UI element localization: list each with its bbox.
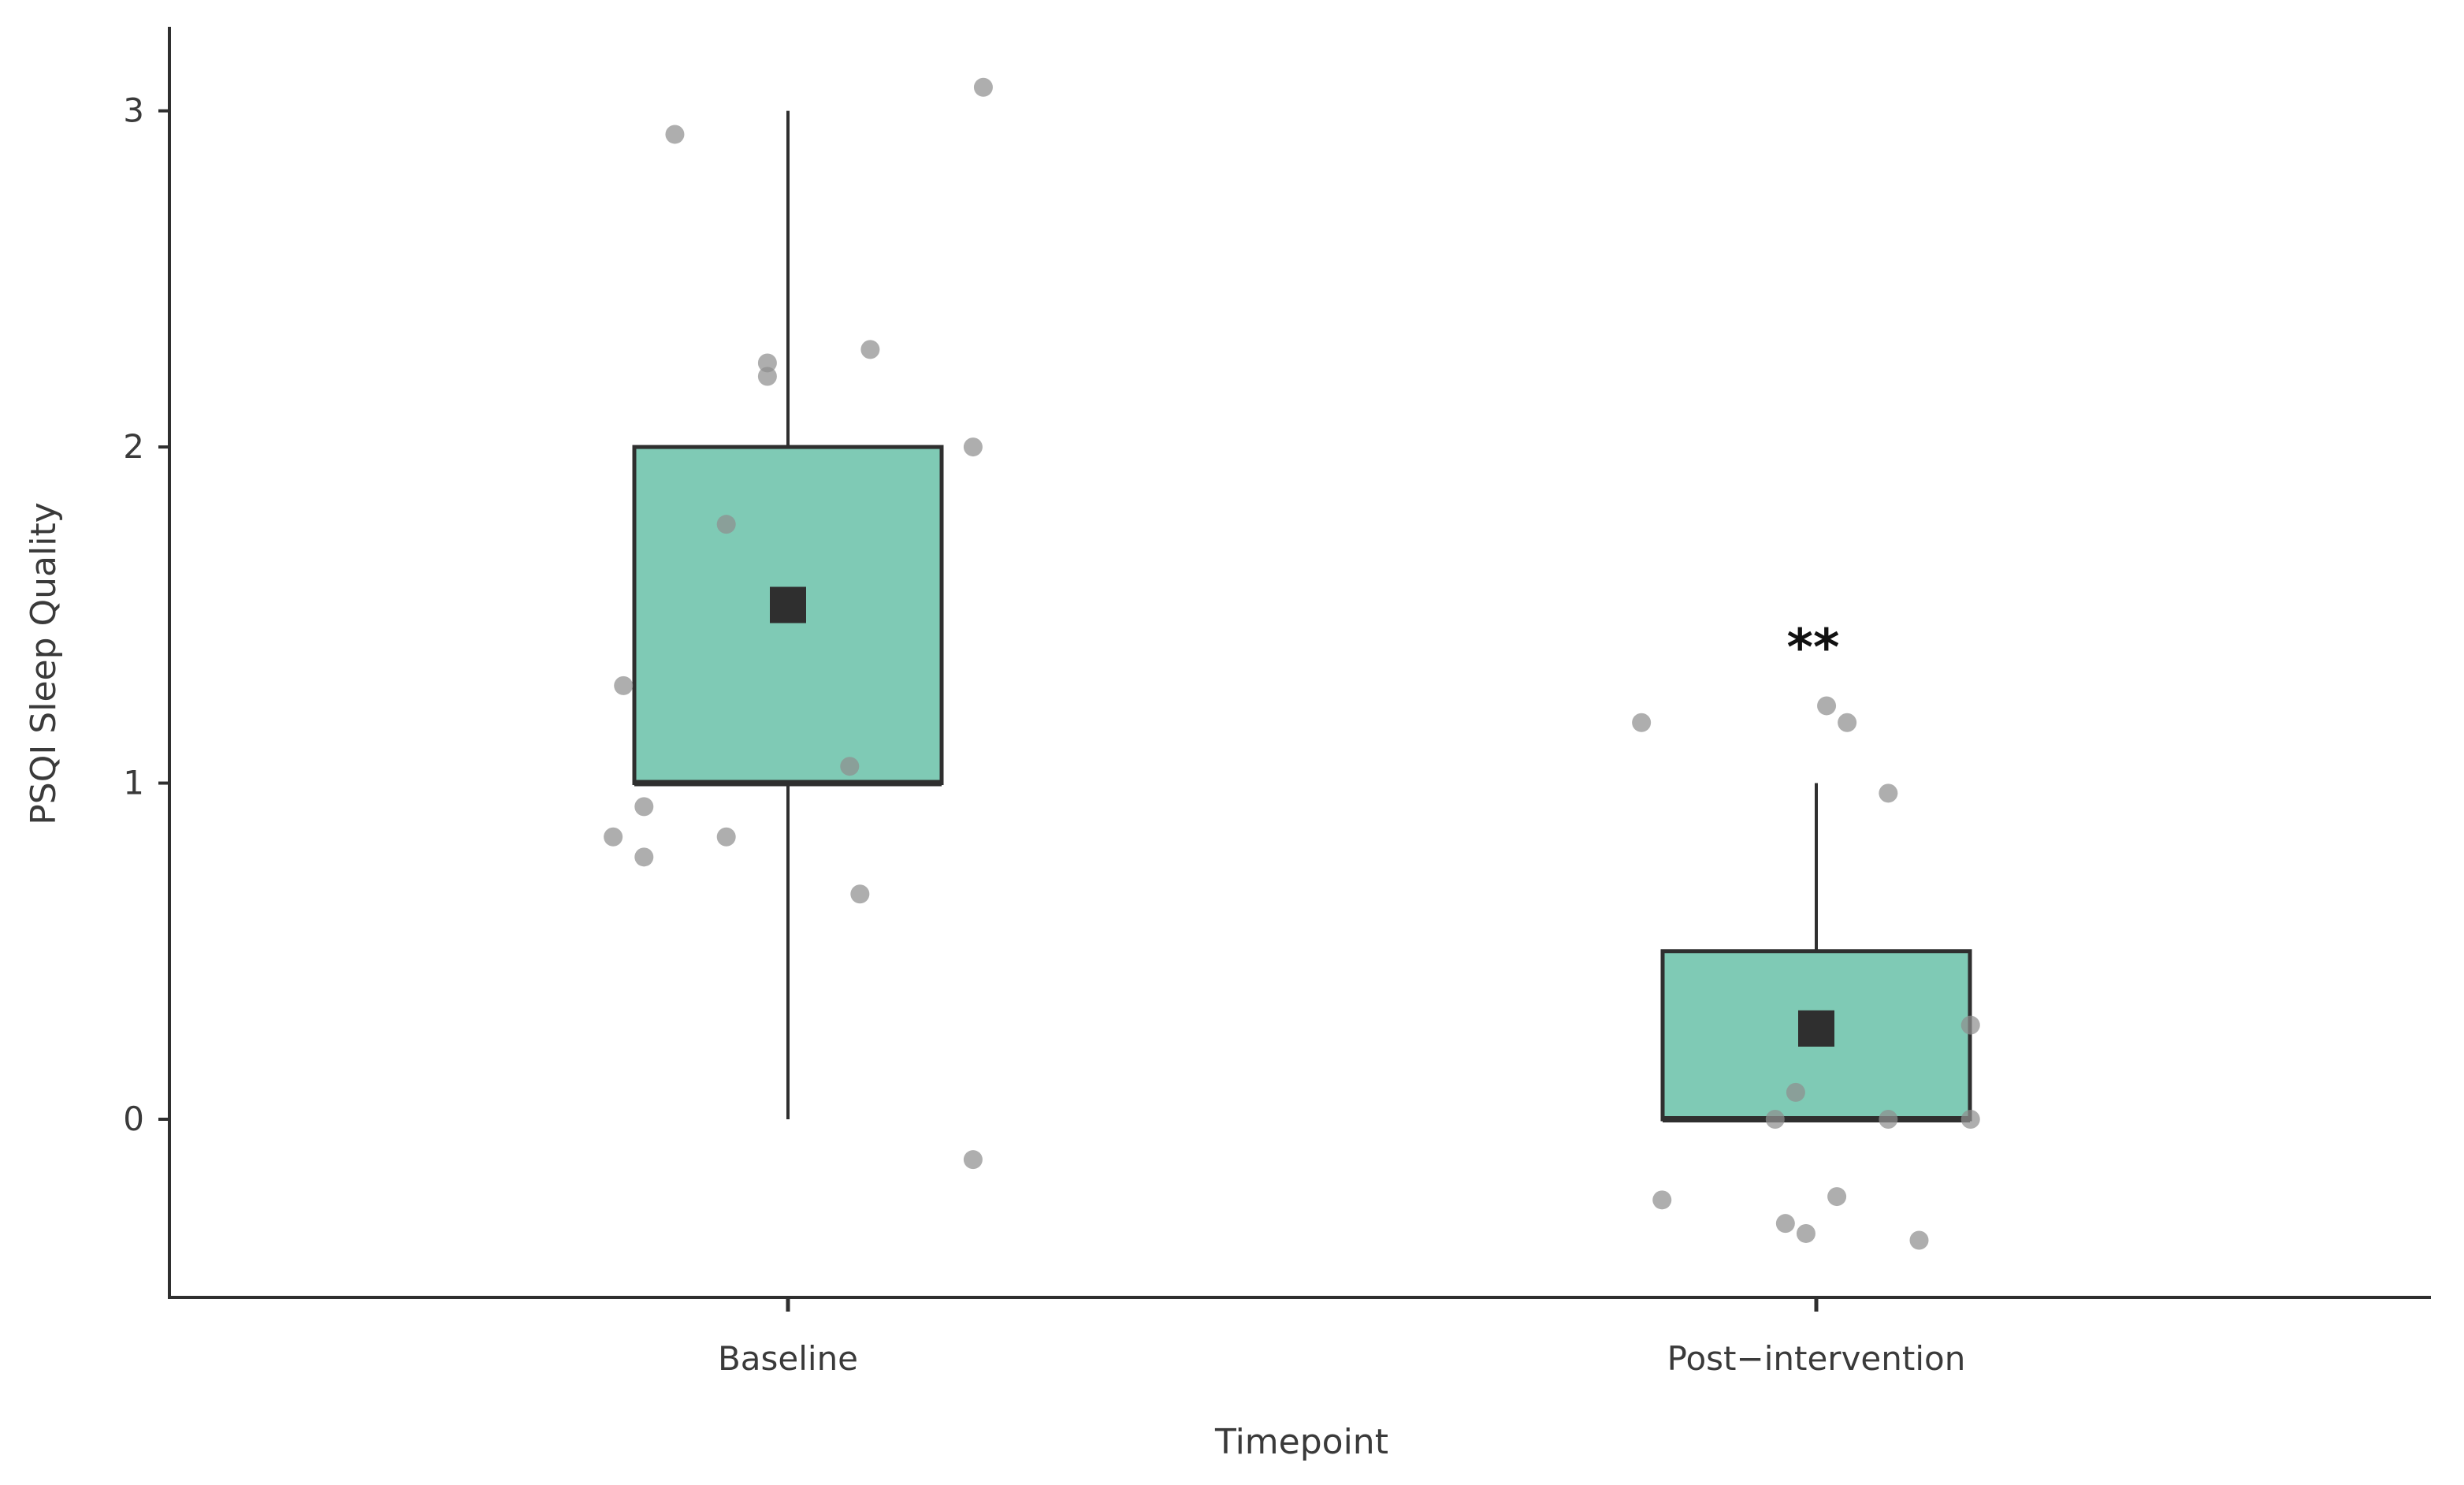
data-point: [850, 884, 870, 904]
data-point: [1838, 713, 1857, 732]
x-tick-label: Baseline: [718, 1339, 858, 1378]
data-point: [963, 437, 983, 457]
x-axis-title: Timepoint: [1214, 1422, 1388, 1462]
data-point: [1786, 1082, 1805, 1102]
data-point: [1632, 713, 1652, 732]
data-point: [1960, 1109, 1980, 1129]
mean-marker: [770, 586, 806, 623]
mean-marker: [1798, 1010, 1834, 1047]
y-axis-title: PSQI Sleep Quality: [24, 502, 64, 825]
data-point: [1817, 696, 1837, 716]
data-point: [1775, 1214, 1795, 1234]
data-point: [1827, 1187, 1847, 1207]
y-tick-label: 1: [123, 764, 144, 802]
data-point: [1909, 1230, 1929, 1250]
data-point: [634, 847, 654, 867]
axes-layer: [168, 27, 2431, 1299]
data-point: [1960, 1015, 1980, 1035]
data-point: [757, 367, 777, 386]
significance-label: **: [1787, 620, 1840, 678]
data-point: [1765, 1109, 1785, 1129]
y-tick-label: 2: [123, 427, 144, 466]
y-tick-label: 0: [123, 1100, 144, 1138]
boxes-layer: [632, 110, 1972, 1122]
data-point: [1652, 1190, 1672, 1210]
y-tick-label: 3: [123, 91, 144, 130]
data-point: [716, 827, 736, 847]
y-ticks: 0 1 2 3: [123, 91, 169, 1138]
data-point: [604, 827, 623, 847]
data-point: [614, 676, 634, 695]
data-point: [757, 353, 777, 373]
data-point: [840, 757, 860, 776]
x-tick-label: Post−intervention: [1667, 1339, 1966, 1378]
data-point: [634, 797, 654, 817]
data-point: [963, 1150, 983, 1170]
annotations-layer: **: [1787, 620, 1840, 678]
means-layer: [770, 586, 1834, 1047]
x-ticks: Baseline Post−intervention: [718, 1297, 1965, 1378]
data-point: [1879, 1109, 1898, 1129]
data-point: [665, 125, 685, 144]
points-layer: [604, 77, 1980, 1250]
data-point: [860, 340, 880, 359]
data-point: [973, 77, 993, 97]
data-point: [716, 515, 736, 534]
data-point: [1796, 1223, 1815, 1243]
data-point: [1879, 783, 1898, 803]
